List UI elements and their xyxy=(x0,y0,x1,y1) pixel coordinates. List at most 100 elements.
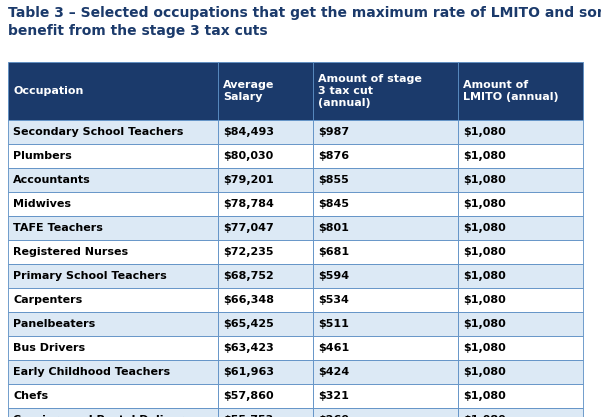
Bar xyxy=(313,168,458,192)
Bar xyxy=(313,288,458,312)
Text: $68,752: $68,752 xyxy=(223,271,273,281)
Text: $57,860: $57,860 xyxy=(223,391,273,401)
Text: $987: $987 xyxy=(318,127,349,137)
Text: $84,493: $84,493 xyxy=(223,127,274,137)
Bar xyxy=(8,192,218,216)
Bar xyxy=(8,62,218,120)
Text: $845: $845 xyxy=(318,199,349,209)
Bar xyxy=(218,216,313,240)
Bar xyxy=(8,384,218,408)
Bar xyxy=(8,168,218,192)
Text: Panelbeaters: Panelbeaters xyxy=(13,319,95,329)
Bar xyxy=(458,384,583,408)
Text: Amount of stage
3 tax cut
(annual): Amount of stage 3 tax cut (annual) xyxy=(318,74,422,108)
Text: $1,080: $1,080 xyxy=(463,223,506,233)
Bar xyxy=(218,360,313,384)
Text: $876: $876 xyxy=(318,151,349,161)
Text: $1,080: $1,080 xyxy=(463,415,506,417)
Bar xyxy=(218,264,313,288)
Bar xyxy=(313,62,458,120)
Text: $65,425: $65,425 xyxy=(223,319,273,329)
Bar xyxy=(313,120,458,144)
Bar xyxy=(458,216,583,240)
Bar xyxy=(313,336,458,360)
Text: Carpenters: Carpenters xyxy=(13,295,82,305)
Bar xyxy=(458,192,583,216)
Bar xyxy=(218,312,313,336)
Text: Registered Nurses: Registered Nurses xyxy=(13,247,128,257)
Bar xyxy=(313,264,458,288)
Text: $461: $461 xyxy=(318,343,349,353)
Bar xyxy=(8,336,218,360)
Text: TAFE Teachers: TAFE Teachers xyxy=(13,223,103,233)
Bar xyxy=(218,384,313,408)
Bar xyxy=(458,360,583,384)
Text: $1,080: $1,080 xyxy=(463,367,506,377)
Text: $321: $321 xyxy=(318,391,349,401)
Bar xyxy=(218,408,313,417)
Bar xyxy=(313,216,458,240)
Bar xyxy=(313,360,458,384)
Text: $269: $269 xyxy=(318,415,349,417)
Bar xyxy=(458,264,583,288)
Text: $55,753: $55,753 xyxy=(223,415,273,417)
Text: $1,080: $1,080 xyxy=(463,343,506,353)
Bar xyxy=(8,288,218,312)
Bar xyxy=(458,62,583,120)
Bar xyxy=(458,288,583,312)
Text: $63,423: $63,423 xyxy=(223,343,273,353)
Text: Plumbers: Plumbers xyxy=(13,151,72,161)
Bar xyxy=(8,312,218,336)
Text: Chefs: Chefs xyxy=(13,391,48,401)
Text: Secondary School Teachers: Secondary School Teachers xyxy=(13,127,183,137)
Bar xyxy=(218,120,313,144)
Text: $1,080: $1,080 xyxy=(463,175,506,185)
Text: $1,080: $1,080 xyxy=(463,295,506,305)
Text: $1,080: $1,080 xyxy=(463,319,506,329)
Text: $72,235: $72,235 xyxy=(223,247,273,257)
Text: Occupation: Occupation xyxy=(13,86,84,96)
Bar xyxy=(8,240,218,264)
Text: Accountants: Accountants xyxy=(13,175,91,185)
Text: Average
Salary: Average Salary xyxy=(223,80,275,102)
Bar xyxy=(313,240,458,264)
Bar xyxy=(218,62,313,120)
Text: $1,080: $1,080 xyxy=(463,199,506,209)
Text: $511: $511 xyxy=(318,319,349,329)
Text: Early Childhood Teachers: Early Childhood Teachers xyxy=(13,367,170,377)
Text: Couriers and Postal Delivers: Couriers and Postal Delivers xyxy=(13,415,191,417)
Text: $80,030: $80,030 xyxy=(223,151,273,161)
Text: Bus Drivers: Bus Drivers xyxy=(13,343,85,353)
Bar xyxy=(458,336,583,360)
Text: Midwives: Midwives xyxy=(13,199,71,209)
Bar xyxy=(8,264,218,288)
Text: $855: $855 xyxy=(318,175,349,185)
Bar xyxy=(458,168,583,192)
Bar xyxy=(8,144,218,168)
Text: Table 3 – Selected occupations that get the maximum rate of LMITO and some
benef: Table 3 – Selected occupations that get … xyxy=(8,6,601,38)
Text: $534: $534 xyxy=(318,295,349,305)
Text: $78,784: $78,784 xyxy=(223,199,274,209)
Text: $1,080: $1,080 xyxy=(463,127,506,137)
Text: $424: $424 xyxy=(318,367,349,377)
Bar xyxy=(218,144,313,168)
Bar xyxy=(8,216,218,240)
Bar xyxy=(313,144,458,168)
Text: Amount of
LMITO (annual): Amount of LMITO (annual) xyxy=(463,80,558,102)
Bar xyxy=(8,408,218,417)
Bar xyxy=(458,120,583,144)
Bar xyxy=(8,360,218,384)
Text: $77,047: $77,047 xyxy=(223,223,273,233)
Bar xyxy=(218,288,313,312)
Bar xyxy=(218,168,313,192)
Bar xyxy=(458,408,583,417)
Text: $66,348: $66,348 xyxy=(223,295,274,305)
Text: $681: $681 xyxy=(318,247,349,257)
Text: $1,080: $1,080 xyxy=(463,391,506,401)
Text: $79,201: $79,201 xyxy=(223,175,273,185)
Bar xyxy=(458,312,583,336)
Text: $801: $801 xyxy=(318,223,349,233)
Bar xyxy=(218,240,313,264)
Bar xyxy=(313,312,458,336)
Bar xyxy=(313,384,458,408)
